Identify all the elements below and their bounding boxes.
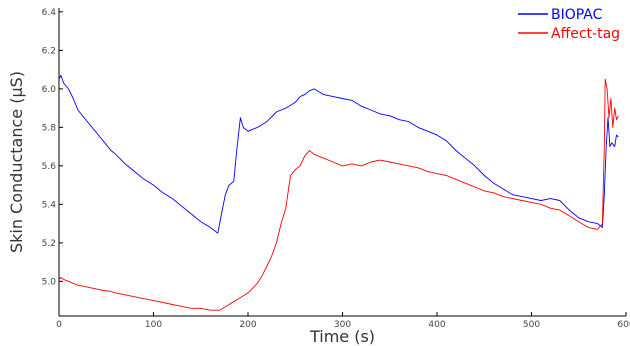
x-tick-label: 300 bbox=[334, 320, 351, 330]
series-line-biopac bbox=[58, 74, 619, 234]
legend-label: BIOPAC bbox=[551, 7, 603, 23]
y-axis: 5.0 5.2 5.4 5.6 5.8 6.0 6.2 6.4 bbox=[42, 8, 63, 316]
x-tick-label: 200 bbox=[239, 320, 256, 330]
legend-label: Affect-tag bbox=[551, 26, 620, 42]
y-axis-title: Skin Conductance (µS) bbox=[7, 71, 26, 253]
x-tick-label: 600 bbox=[617, 320, 630, 330]
x-tick-label: 400 bbox=[428, 320, 445, 330]
y-tick-label: 6.4 bbox=[42, 8, 57, 18]
x-axis: 0 100 200 300 400 500 600 bbox=[56, 312, 630, 330]
x-axis-title: Time (s) bbox=[309, 327, 375, 346]
y-tick-label: 5.4 bbox=[42, 200, 57, 210]
y-tick-label: 6.0 bbox=[42, 85, 57, 95]
y-tick-label: 5.8 bbox=[42, 123, 57, 133]
y-tick-label: 6.2 bbox=[42, 46, 56, 56]
y-tick-label: 5.0 bbox=[42, 277, 57, 287]
x-tick-label: 100 bbox=[145, 320, 162, 330]
legend: BIOPAC Affect-tag bbox=[518, 7, 620, 42]
x-tick-label: 500 bbox=[523, 320, 540, 330]
x-tick-label: 0 bbox=[56, 320, 62, 330]
y-tick-label: 5.6 bbox=[42, 162, 57, 172]
series-line-affect-tag bbox=[58, 78, 619, 311]
series-layer bbox=[58, 74, 619, 311]
y-tick-label: 5.2 bbox=[42, 239, 56, 249]
